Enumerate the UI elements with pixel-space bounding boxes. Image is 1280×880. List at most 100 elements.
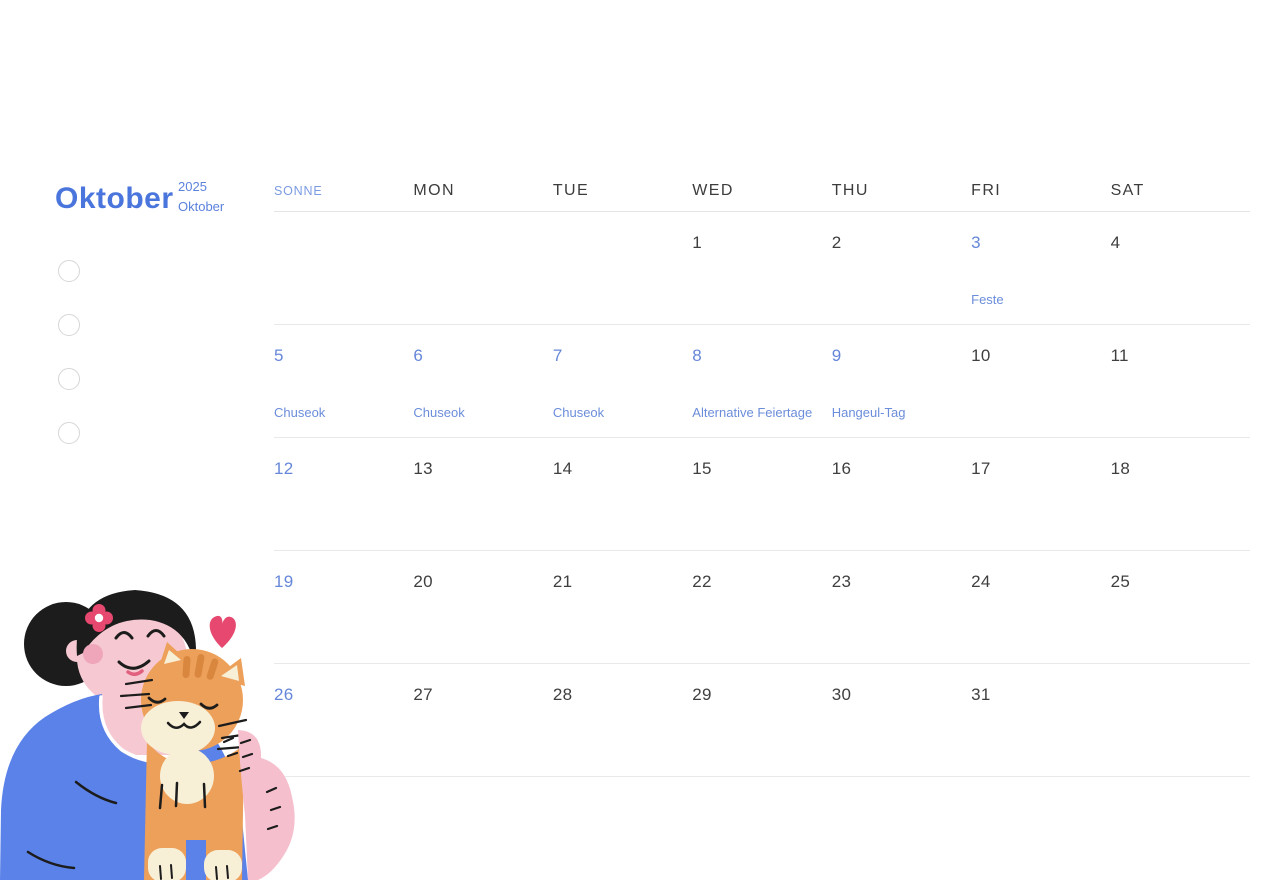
cat-ear-left-inner: [164, 650, 181, 664]
day-number: 5: [274, 346, 284, 365]
day-cell-14[interactable]: 14: [553, 438, 692, 550]
task-circle[interactable]: [58, 260, 80, 282]
task-circle[interactable]: [58, 368, 80, 390]
week-row: 26 27 28 29 30 31: [274, 664, 1250, 777]
day-cell-24[interactable]: 24: [971, 551, 1110, 663]
day-cell-empty: [553, 212, 692, 324]
day-number: 3: [971, 233, 981, 252]
cat-toe-lines: [159, 864, 229, 880]
day-cell-empty: [413, 212, 552, 324]
weekday-header-fri: FRI: [971, 181, 1002, 199]
weekday-header-mon: MON: [413, 181, 455, 199]
day-number: 25: [1110, 572, 1131, 591]
cat-leg-lines: [158, 781, 207, 810]
task-circle-list: [58, 260, 80, 476]
day-number: 17: [971, 459, 991, 478]
holiday-label: Alternative Feiertage: [692, 405, 813, 420]
day-cell-7[interactable]: 7 Chuseok: [553, 325, 692, 437]
month-subtitle-block: 2025 Oktober: [178, 177, 224, 217]
cat-ear-right-inner: [221, 665, 239, 681]
day-number: 19: [274, 572, 294, 591]
day-cell-23[interactable]: 23: [832, 551, 971, 663]
lower-lip: [126, 669, 144, 676]
day-cell-16[interactable]: 16: [832, 438, 971, 550]
day-cell-17[interactable]: 17: [971, 438, 1110, 550]
heart-icon: [209, 615, 236, 648]
day-cell-27[interactable]: 27: [413, 664, 552, 776]
day-number: 18: [1110, 459, 1131, 478]
day-number: 20: [413, 572, 433, 591]
holiday-label: Hangeul-Tag: [831, 405, 906, 420]
task-circle[interactable]: [58, 314, 80, 336]
arm: [238, 730, 295, 880]
page-title: Oktober: [55, 182, 174, 215]
day-cell-15[interactable]: 15: [692, 438, 831, 550]
cat-forehead-stripes: [182, 654, 219, 680]
day-number: 10: [971, 346, 991, 365]
day-number: 2: [831, 233, 842, 252]
day-cell-28[interactable]: 28: [553, 664, 692, 776]
task-circle[interactable]: [58, 422, 80, 444]
day-cell-25[interactable]: 25: [1111, 551, 1250, 663]
day-number: 21: [552, 572, 573, 591]
day-number: 28: [552, 685, 573, 704]
day-cell-3[interactable]: 3 Feste: [971, 212, 1110, 324]
day-number: 22: [692, 572, 712, 591]
cat-paw-left: [148, 848, 186, 880]
day-cell-26[interactable]: 26: [274, 664, 413, 776]
girl-eyes: [114, 629, 166, 640]
day-cell-30[interactable]: 30: [832, 664, 971, 776]
week-row: 19 20 21 22 23 24 25: [274, 551, 1250, 664]
flower-clip-icon: [85, 604, 113, 632]
day-cell-18[interactable]: 18: [1111, 438, 1250, 550]
cat-neck-stripes: [222, 736, 239, 758]
hair-top: [76, 590, 196, 656]
day-number: 13: [413, 459, 433, 478]
day-cell-empty: [274, 212, 413, 324]
day-cell-5[interactable]: 5 Chuseok: [274, 325, 413, 437]
day-number: 26: [274, 685, 294, 704]
day-cell-21[interactable]: 21: [553, 551, 692, 663]
cat-nose: [179, 712, 189, 719]
day-cell-6[interactable]: 6 Chuseok: [413, 325, 552, 437]
day-cell-13[interactable]: 13: [413, 438, 552, 550]
day-cell-10[interactable]: 10: [971, 325, 1110, 437]
day-cell-12[interactable]: 12: [274, 438, 413, 550]
day-cell-2[interactable]: 2: [832, 212, 971, 324]
day-number: 31: [971, 685, 991, 704]
calendar-weeks: 1 2 3 Feste 4 5 Chuseok 6 Chuseok 7 Chuseok 8 Altern…: [274, 212, 1250, 777]
week-row: 1 2 3 Feste 4: [274, 212, 1250, 325]
day-cell-8[interactable]: 8 Alternative Feiertage: [692, 325, 831, 437]
day-cell-4[interactable]: 4: [1111, 212, 1250, 324]
day-number: 14: [552, 459, 573, 478]
day-number: 15: [692, 459, 712, 478]
cat-chest: [160, 748, 214, 804]
day-number: 9: [831, 346, 842, 365]
day-cell-19[interactable]: 19: [274, 551, 413, 663]
finger-lines: [238, 738, 282, 831]
weekday-header-row: SONNE MON TUE WED THU FRI SAT: [274, 170, 1250, 212]
day-number: 29: [692, 685, 712, 704]
cat-paw-right: [204, 850, 242, 880]
weekday-header-thu: THU: [831, 181, 869, 199]
day-cell-20[interactable]: 20: [413, 551, 552, 663]
day-number: 12: [274, 459, 294, 478]
day-number: 11: [1110, 346, 1129, 365]
day-cell-22[interactable]: 22: [692, 551, 831, 663]
cat-eyes: [147, 696, 219, 710]
month-label: Oktober: [178, 199, 225, 214]
cat-whiskers: [119, 678, 250, 751]
weekday-header-wed: WED: [692, 181, 734, 199]
day-cell-11[interactable]: 11: [1111, 325, 1250, 437]
day-cell-9[interactable]: 9 Hangeul-Tag: [832, 325, 971, 437]
weekday-header-sonne: SONNE: [274, 183, 323, 198]
day-number: 1: [692, 233, 703, 252]
day-cell-29[interactable]: 29: [692, 664, 831, 776]
weekday-header-sat: SAT: [1110, 181, 1145, 199]
holiday-label: Chuseok: [274, 405, 326, 420]
day-cell-1[interactable]: 1: [692, 212, 831, 324]
day-number: 30: [831, 685, 852, 704]
day-cell-31[interactable]: 31: [971, 664, 1110, 776]
smile: [117, 659, 151, 670]
day-number: 8: [692, 346, 703, 365]
